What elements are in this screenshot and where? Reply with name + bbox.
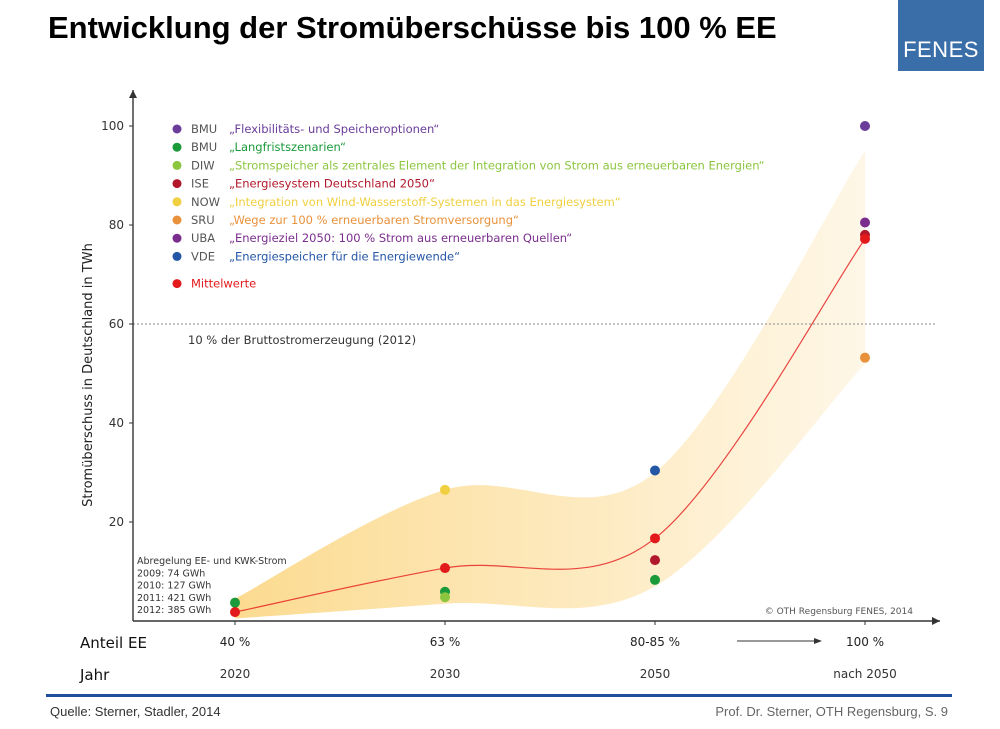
legend-marker: [172, 142, 182, 152]
data-point: [650, 465, 660, 476]
data-point: [860, 121, 870, 131]
legend-entry: „Integration von Wind-Wasserstoff-System…: [229, 195, 621, 209]
legend-entry: Mittelwerte: [191, 277, 256, 291]
fenes-logo: FENES: [898, 0, 984, 71]
y-tick-label: 40: [109, 416, 124, 430]
anteil-ee-label: Anteil EE: [80, 634, 147, 652]
data-point: [230, 607, 240, 618]
legend-marker: [172, 279, 182, 289]
source-note: Quelle: Sterner, Stadler, 2014: [50, 704, 221, 719]
x-year-label: 2030: [430, 667, 461, 681]
legend-marker: [172, 233, 182, 243]
x-category-label: 40 %: [220, 635, 251, 649]
transition-arrowhead: [814, 638, 822, 644]
legend-abbr: BMU: [191, 140, 217, 154]
data-point: [440, 563, 450, 574]
curtailment-note: Abregelung EE- und KWK-Strom: [137, 556, 287, 567]
data-point: [650, 533, 660, 544]
x-year-label: 2020: [220, 667, 251, 681]
legend-abbr: ISE: [191, 177, 209, 191]
data-point: [440, 592, 450, 603]
data-point: [860, 217, 870, 228]
x-category-label: 63 %: [430, 635, 461, 649]
legend-entry: „Energieziel 2050: 100 % Strom aus erneu…: [229, 231, 572, 245]
x-category-label: 100 %: [846, 635, 884, 649]
legend-marker: [172, 197, 182, 207]
legend-entry: „Langfristszenarien“: [229, 140, 346, 154]
legend-abbr: DIW: [191, 158, 215, 172]
data-point: [860, 352, 870, 363]
legend-abbr: UBA: [191, 231, 215, 245]
legend-marker: [172, 215, 182, 225]
x-category-label: 80-85 %: [630, 635, 680, 649]
legend-entry: „Wege zur 100 % erneuerbaren Stromversor…: [229, 213, 519, 227]
data-point: [860, 233, 870, 244]
x-year-label: 2050: [640, 667, 671, 681]
legend-entry: „Energiespeicher für die Energiewende“: [229, 249, 460, 263]
x-axis-arrow: [932, 617, 940, 625]
data-point: [440, 484, 450, 495]
data-point: [650, 555, 660, 566]
y-tick-label: 20: [109, 515, 124, 529]
y-tick-label: 80: [109, 218, 124, 232]
x-year-label: nach 2050: [833, 667, 897, 681]
legend-abbr: VDE: [191, 249, 215, 263]
curtailment-note: 2010: 127 GWh: [137, 581, 211, 592]
legend-abbr: NOW: [191, 195, 220, 209]
curtailment-note: 2012: 385 GWh: [137, 605, 211, 616]
legend-abbr: BMU: [191, 122, 217, 136]
legend-marker: [172, 251, 182, 261]
jahr-label: Jahr: [79, 666, 110, 684]
data-point: [650, 574, 660, 585]
legend-entry: „Stromspeicher als zentrales Element der…: [229, 158, 765, 172]
curtailment-note: 2009: 74 GWh: [137, 568, 205, 579]
y-axis-label: Stromüberschuss in Deutschland in TWh: [81, 243, 96, 507]
legend-marker: [172, 124, 182, 134]
chart-copyright: © OTH Regensburg FENES, 2014: [765, 607, 914, 617]
y-tick-label: 100: [101, 119, 124, 133]
uncertainty-band: [235, 150, 865, 619]
y-axis-arrow: [129, 90, 137, 98]
credit-note: Prof. Dr. Sterner, OTH Regensburg, S. 9: [715, 704, 948, 719]
logo-text: FENES: [903, 37, 979, 62]
legend-marker: [172, 179, 182, 189]
footer-divider: [46, 694, 952, 697]
y-tick-label: 60: [109, 317, 124, 331]
legend-marker: [172, 160, 182, 170]
mean-curve: [234, 238, 866, 613]
legend-abbr: SRU: [191, 213, 215, 227]
reference-line-label: 10 % der Bruttostromerzeugung (2012): [188, 333, 416, 347]
data-point: [230, 597, 240, 608]
legend-entry: „Energiesystem Deutschland 2050“: [229, 177, 435, 191]
curtailment-note: 2011: 421 GWh: [137, 593, 211, 604]
slide-title: Entwicklung der Stromüberschüsse bis 100…: [48, 10, 777, 45]
legend-entry: „Flexibilitäts- und Speicheroptionen“: [229, 122, 439, 136]
